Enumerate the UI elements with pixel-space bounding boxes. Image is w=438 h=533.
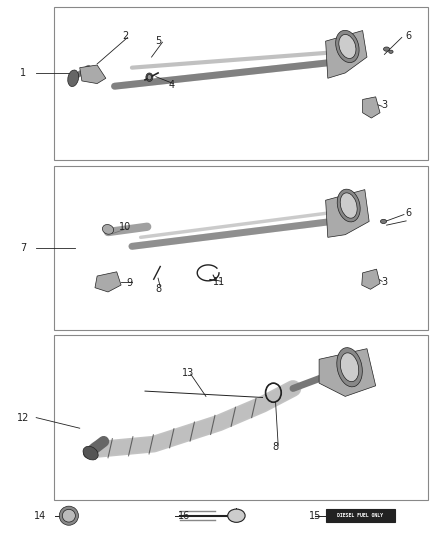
Bar <box>53 335 428 500</box>
Bar <box>53 166 428 330</box>
Ellipse shape <box>337 189 360 222</box>
Ellipse shape <box>381 219 387 223</box>
Text: 13: 13 <box>182 368 194 377</box>
Text: 4: 4 <box>168 80 174 90</box>
Polygon shape <box>363 97 380 118</box>
Polygon shape <box>325 30 367 78</box>
Text: 9: 9 <box>127 278 133 288</box>
Text: 6: 6 <box>405 31 411 41</box>
Ellipse shape <box>147 75 152 80</box>
Polygon shape <box>325 190 369 237</box>
Ellipse shape <box>384 47 390 51</box>
Polygon shape <box>319 349 376 397</box>
Text: 16: 16 <box>178 511 190 521</box>
Text: 2: 2 <box>122 31 128 41</box>
Text: 10: 10 <box>119 222 131 232</box>
Text: 3: 3 <box>381 277 388 287</box>
Text: 1: 1 <box>20 68 26 78</box>
Ellipse shape <box>337 348 362 387</box>
Text: 6: 6 <box>405 208 411 219</box>
Text: 5: 5 <box>155 36 161 46</box>
Bar <box>53 7 428 160</box>
Text: 7: 7 <box>20 243 26 253</box>
Ellipse shape <box>340 193 357 218</box>
Ellipse shape <box>62 510 75 522</box>
Polygon shape <box>362 269 380 289</box>
Ellipse shape <box>102 224 113 234</box>
Text: 3: 3 <box>381 100 388 110</box>
FancyBboxPatch shape <box>325 510 395 522</box>
Ellipse shape <box>146 73 153 82</box>
Ellipse shape <box>336 30 359 62</box>
Text: 15: 15 <box>308 511 321 521</box>
Text: DIESEL FUEL ONLY: DIESEL FUEL ONLY <box>337 513 383 518</box>
Text: 11: 11 <box>213 277 225 287</box>
Ellipse shape <box>340 353 359 382</box>
Ellipse shape <box>59 506 78 525</box>
Ellipse shape <box>389 50 393 53</box>
Ellipse shape <box>228 509 245 522</box>
Ellipse shape <box>339 35 356 59</box>
Polygon shape <box>95 272 121 292</box>
Polygon shape <box>80 65 106 84</box>
Ellipse shape <box>83 446 98 460</box>
Text: 8: 8 <box>155 284 161 294</box>
Text: 14: 14 <box>35 511 47 521</box>
Ellipse shape <box>68 70 79 86</box>
Text: 12: 12 <box>17 413 29 423</box>
Text: 8: 8 <box>272 442 279 452</box>
